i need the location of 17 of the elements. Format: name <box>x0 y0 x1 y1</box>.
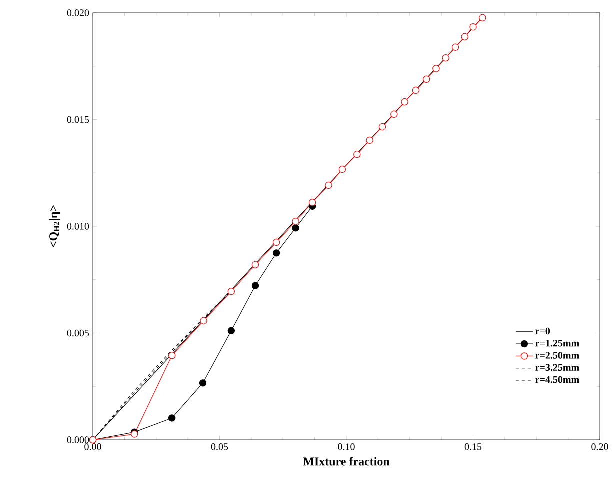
x-tick-label: 0.15 <box>464 444 482 450</box>
y-tick-label: 0.010 <box>67 223 90 230</box>
y-tick-label: 0.015 <box>67 116 90 124</box>
legend-label: r=3.25mm <box>536 364 580 372</box>
legend-label: r=0 <box>536 328 550 335</box>
legend-label: r=1.25mm <box>536 340 580 347</box>
x-tick-label: 0.05 <box>211 444 228 450</box>
legend-label: r=4.50mm <box>536 376 580 384</box>
legend-label: r=2.50mm <box>536 352 580 359</box>
x-tick-label: 0.10 <box>338 444 355 450</box>
y-tick-label: 0.020 <box>67 10 90 16</box>
y-tick-label: 0.000 <box>67 436 90 444</box>
x-tick-label: 0.20 <box>592 444 608 450</box>
y-tick-label: 0.005 <box>67 330 90 337</box>
y-axis-title: <Q$_{H2}$|η> <box>49 206 60 248</box>
x-tick-label: 0.00 <box>84 444 102 450</box>
x-axis-title: MIxture fraction <box>303 457 390 466</box>
